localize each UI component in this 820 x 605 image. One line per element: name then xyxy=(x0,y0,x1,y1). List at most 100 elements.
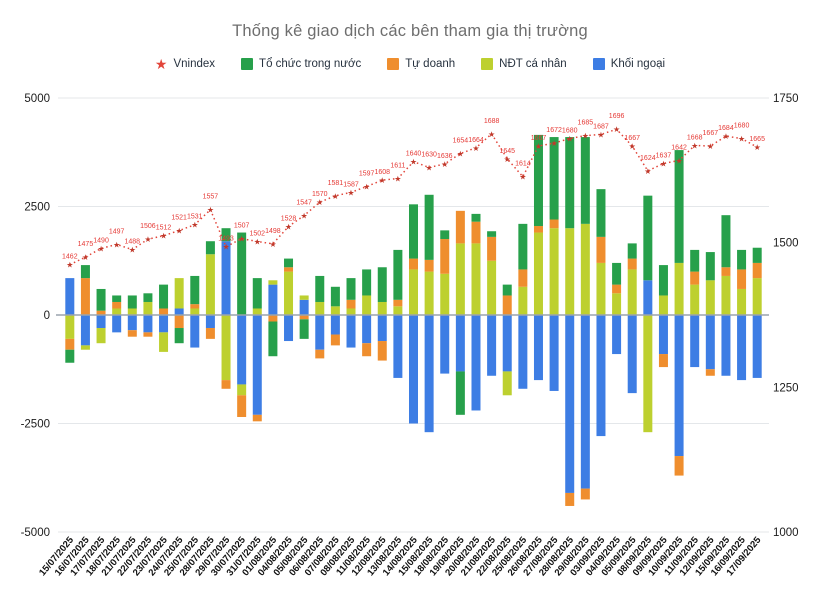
bar-segment[interactable] xyxy=(65,349,75,363)
bar-group[interactable] xyxy=(190,275,200,348)
bar-segment[interactable] xyxy=(362,295,372,315)
bar-segment[interactable] xyxy=(549,315,559,391)
bar-segment[interactable] xyxy=(393,249,403,300)
bar-segment[interactable] xyxy=(533,226,543,233)
vnindex-marker[interactable]: ★ xyxy=(754,143,761,152)
bar-segment[interactable] xyxy=(440,273,450,315)
bar-segment[interactable] xyxy=(752,278,762,315)
bar-segment[interactable] xyxy=(658,295,668,315)
vnindex-marker[interactable]: ★ xyxy=(379,176,386,185)
bar-segment[interactable] xyxy=(315,315,325,350)
bar-segment[interactable] xyxy=(112,301,122,309)
bar-group[interactable] xyxy=(112,295,122,333)
bar-segment[interactable] xyxy=(643,315,653,433)
bar-group[interactable] xyxy=(221,228,231,389)
bar-segment[interactable] xyxy=(643,280,653,315)
bar-group[interactable] xyxy=(409,204,418,424)
vnindex-marker[interactable]: ★ xyxy=(332,192,339,201)
bar-segment[interactable] xyxy=(690,249,700,272)
bar-segment[interactable] xyxy=(284,271,294,315)
bar-segment[interactable] xyxy=(409,204,418,259)
bar-segment[interactable] xyxy=(96,328,106,344)
bar-group[interactable] xyxy=(658,265,668,368)
bar-segment[interactable] xyxy=(455,243,465,315)
bar-group[interactable] xyxy=(80,265,90,350)
vnindex-marker[interactable]: ★ xyxy=(394,174,401,183)
bar-group[interactable] xyxy=(393,249,403,378)
bar-segment[interactable] xyxy=(752,247,762,263)
bar-segment[interactable] xyxy=(674,150,684,263)
vnindex-marker[interactable]: ★ xyxy=(597,130,604,139)
bar-segment[interactable] xyxy=(190,308,200,315)
vnindex-marker[interactable]: ★ xyxy=(488,130,495,139)
vnindex-marker[interactable]: ★ xyxy=(738,135,745,144)
bar-segment[interactable] xyxy=(174,308,184,315)
bar-segment[interactable] xyxy=(565,315,575,493)
vnindex-marker[interactable]: ★ xyxy=(457,150,464,159)
vnindex-marker[interactable]: ★ xyxy=(316,198,323,207)
bar-segment[interactable] xyxy=(299,295,309,300)
bar-segment[interactable] xyxy=(80,278,90,315)
bar-segment[interactable] xyxy=(362,269,372,296)
vnindex-marker[interactable]: ★ xyxy=(301,211,308,220)
bar-segment[interactable] xyxy=(612,315,622,355)
bar-segment[interactable] xyxy=(315,301,325,315)
vnindex-marker[interactable]: ★ xyxy=(347,188,354,197)
bar-segment[interactable] xyxy=(284,315,294,342)
bar-segment[interactable] xyxy=(299,319,309,339)
bar-group[interactable] xyxy=(127,295,137,337)
bar-segment[interactable] xyxy=(330,315,340,335)
bar-segment[interactable] xyxy=(627,258,637,270)
vnindex-marker[interactable]: ★ xyxy=(363,183,370,192)
bar-segment[interactable] xyxy=(627,243,637,259)
bar-segment[interactable] xyxy=(565,228,575,315)
bar-segment[interactable] xyxy=(424,194,434,260)
vnindex-marker[interactable]: ★ xyxy=(269,240,276,249)
vnindex-marker[interactable]: ★ xyxy=(82,253,89,262)
bar-segment[interactable] xyxy=(518,286,528,315)
bar-segment[interactable] xyxy=(362,315,372,344)
bar-group[interactable] xyxy=(299,295,309,339)
bar-segment[interactable] xyxy=(549,228,559,315)
vnindex-marker[interactable]: ★ xyxy=(129,246,136,255)
bar-segment[interactable] xyxy=(721,215,731,268)
bar-group[interactable] xyxy=(96,288,106,344)
bar-group[interactable] xyxy=(643,195,653,433)
vnindex-marker[interactable]: ★ xyxy=(97,244,104,253)
bar-group[interactable] xyxy=(237,232,247,417)
bar-segment[interactable] xyxy=(705,369,715,376)
bar-segment[interactable] xyxy=(690,284,700,315)
vnindex-marker[interactable]: ★ xyxy=(254,238,261,247)
bar-segment[interactable] xyxy=(658,354,668,368)
bar-segment[interactable] xyxy=(674,315,684,457)
bar-segment[interactable] xyxy=(190,275,200,305)
vnindex-marker[interactable]: ★ xyxy=(191,221,198,230)
bar-group[interactable] xyxy=(346,278,356,348)
bar-segment[interactable] xyxy=(159,284,169,309)
bar-segment[interactable] xyxy=(377,341,387,361)
bar-segment[interactable] xyxy=(471,315,481,411)
bar-segment[interactable] xyxy=(674,262,684,315)
vnindex-marker[interactable]: ★ xyxy=(582,132,589,141)
vnindex-marker[interactable]: ★ xyxy=(722,132,729,141)
bar-segment[interactable] xyxy=(174,328,184,344)
bar-segment[interactable] xyxy=(268,315,278,322)
bar-group[interactable] xyxy=(455,210,465,415)
bar-segment[interactable] xyxy=(705,280,715,315)
bar-segment[interactable] xyxy=(112,308,122,315)
bar-group[interactable] xyxy=(377,267,387,361)
bar-segment[interactable] xyxy=(518,223,528,270)
legend-item-t-doanh[interactable]: Tự doanh xyxy=(387,58,455,70)
bar-segment[interactable] xyxy=(330,286,340,307)
vnindex-marker[interactable]: ★ xyxy=(285,222,292,231)
bar-segment[interactable] xyxy=(268,284,278,315)
bar-segment[interactable] xyxy=(330,334,340,346)
bar-segment[interactable] xyxy=(533,134,543,227)
bar-segment[interactable] xyxy=(455,315,465,372)
bar-segment[interactable] xyxy=(96,310,106,315)
bar-segment[interactable] xyxy=(487,231,497,237)
bar-segment[interactable] xyxy=(377,267,387,302)
bar-segment[interactable] xyxy=(440,239,450,274)
bar-group[interactable] xyxy=(471,213,481,411)
bar-group[interactable] xyxy=(330,286,340,346)
